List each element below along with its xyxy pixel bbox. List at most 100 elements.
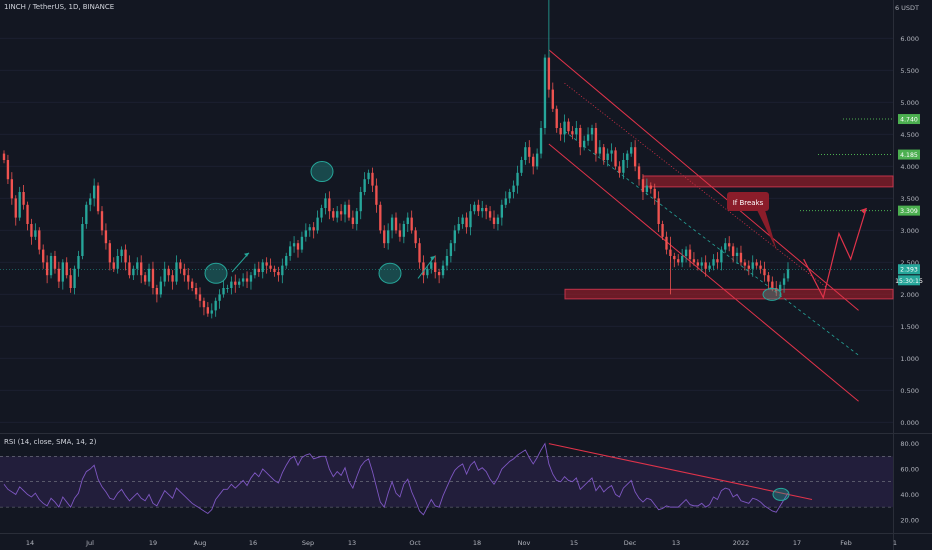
candle-body [680, 256, 684, 263]
price-tick-label: 4.500 [900, 131, 919, 139]
candle-body [367, 172, 370, 180]
candle-body [85, 204, 88, 224]
candle-body [386, 230, 390, 244]
candle-body [434, 262, 437, 272]
candle-body [508, 192, 511, 199]
rsi-pane [0, 442, 893, 516]
candle-body [183, 268, 186, 276]
candle-body [371, 172, 374, 186]
candle-body [343, 204, 347, 215]
candle-body [708, 265, 711, 269]
candle-body [610, 150, 613, 154]
candle-body [49, 256, 53, 276]
candle-body [555, 108, 558, 128]
candle-body [630, 147, 633, 154]
candle-body [622, 160, 625, 173]
candle-body [422, 262, 425, 276]
candle-body [579, 128, 582, 148]
candle-body [241, 278, 245, 282]
time-tick-label: 17 [793, 539, 801, 547]
candle-body [234, 281, 237, 285]
candle-body [328, 198, 331, 212]
price-tick-label: 5.500 [900, 67, 919, 75]
candlestick-series [2, 0, 790, 319]
candle-body [469, 211, 472, 228]
bounce-arrow [231, 252, 250, 273]
candle-body [6, 160, 10, 180]
candle-body [449, 243, 453, 256]
candle-body [81, 224, 84, 256]
time-tick-label: Feb [840, 539, 852, 547]
candle-body [92, 185, 96, 199]
time-tick-label: 15 [570, 539, 578, 547]
rsi-line [3, 442, 789, 516]
candle-body [759, 265, 762, 269]
candle-body [143, 275, 147, 282]
candle-body [124, 249, 127, 263]
candle-body [496, 217, 500, 224]
candle-body [136, 262, 139, 269]
candle-body [89, 198, 92, 205]
candle-body [457, 224, 460, 231]
candle-body [539, 128, 543, 154]
candle-body [771, 281, 774, 288]
price-label-text: 4.185 [900, 152, 918, 159]
candle-body [69, 275, 72, 288]
candle-body [594, 128, 598, 154]
candle-body [582, 140, 586, 148]
candle-body [406, 217, 409, 224]
candle-body [292, 243, 296, 247]
candle-body [778, 284, 782, 292]
candle-body [488, 211, 492, 218]
price-tick-label: 0.500 [900, 387, 919, 395]
candle-body [751, 262, 754, 269]
candle-body [30, 224, 33, 237]
candle-body [739, 252, 743, 263]
candle-body [700, 262, 703, 266]
time-tick-label: 18 [473, 539, 481, 547]
candle-body [567, 121, 570, 132]
candle-body [598, 147, 602, 154]
candle-body [414, 230, 417, 244]
candle-body [657, 198, 660, 224]
candle-body [38, 230, 41, 250]
price-label-box [898, 149, 920, 160]
candle-body [500, 204, 504, 218]
time-tick-label: Oct [409, 539, 421, 547]
rsi-trendline [548, 443, 813, 501]
candle-body [296, 243, 300, 250]
rsi-indicator-label: RSI (14, close, SMA, 14, 2) [4, 438, 97, 446]
candle-body [304, 230, 308, 237]
candle-body [230, 281, 233, 288]
candle-body [528, 147, 531, 157]
candle-body [300, 236, 304, 250]
time-tick-label: 13 [348, 539, 356, 547]
candle-body [163, 268, 166, 282]
candle-body [477, 204, 480, 212]
candle-body [755, 262, 758, 266]
candle-body [379, 204, 382, 231]
candle-body [147, 268, 151, 282]
candle-body [273, 268, 276, 272]
candle-body [571, 131, 574, 135]
candle-body [665, 236, 668, 250]
candle-body [249, 275, 253, 282]
if-breaks-pointer [757, 210, 777, 251]
time-tick-label: 13 [672, 539, 680, 547]
candle-body [281, 265, 284, 276]
bounce-arrow [417, 255, 436, 279]
candle-body [226, 288, 229, 289]
candle-body [524, 147, 527, 160]
candle-body [535, 153, 539, 167]
price-tick-label: 4.000 [900, 163, 919, 171]
candle-body [724, 243, 727, 250]
price-axis: 0.000 0.500 1.000 1.500 2.000 2.500 3.000 3.500… [895, 4, 923, 524]
candle-body [559, 128, 562, 135]
candle-body [390, 217, 394, 231]
candle-body [516, 172, 519, 186]
candle-body [120, 249, 123, 256]
candle-body [167, 268, 170, 276]
candle-body [202, 300, 206, 308]
candle-body [532, 156, 535, 167]
